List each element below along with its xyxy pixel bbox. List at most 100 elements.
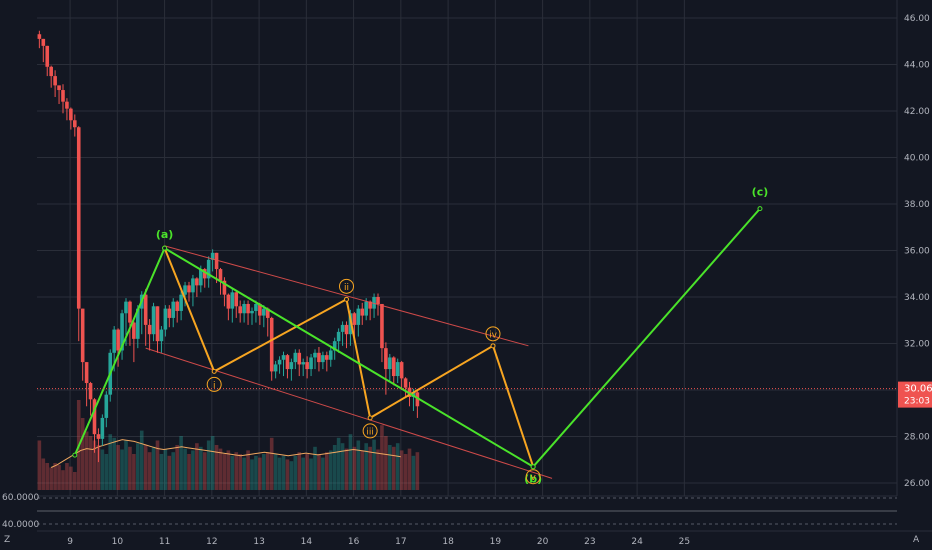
candle-body xyxy=(250,310,254,314)
candle-body xyxy=(254,303,258,311)
candle-body xyxy=(128,301,132,323)
candle-body xyxy=(195,278,199,286)
volume-bar xyxy=(246,450,250,490)
volume-bar xyxy=(69,466,73,490)
candle-body xyxy=(273,364,278,372)
orange-wave-label-ring xyxy=(362,423,378,439)
y-tick-label: 28.00 xyxy=(904,433,930,443)
candle-body xyxy=(305,362,309,370)
volume-bar xyxy=(226,450,231,490)
volume-bar xyxy=(53,463,57,490)
candle-body xyxy=(364,301,368,316)
x-tick-label: 25 xyxy=(679,537,690,547)
volume-bar xyxy=(45,463,50,490)
candle-body xyxy=(171,301,176,318)
green-wave-point[interactable] xyxy=(757,206,763,212)
y-tick-label: 38.00 xyxy=(904,200,930,210)
candle-body xyxy=(120,313,124,351)
x-tick-label: 11 xyxy=(159,537,170,547)
volume-bar xyxy=(183,448,187,490)
candle-body xyxy=(384,348,388,370)
channel-line[interactable] xyxy=(164,245,529,347)
volume-ma xyxy=(50,439,401,468)
candle-body xyxy=(88,383,93,400)
candle-body xyxy=(265,308,270,318)
candle-body xyxy=(167,308,172,318)
volume-bar xyxy=(37,440,42,490)
candle-body xyxy=(360,308,365,316)
orange-wave-label: ii xyxy=(344,283,349,293)
candle-body xyxy=(344,324,349,335)
candle-body xyxy=(238,306,242,314)
volume-bar xyxy=(151,446,156,490)
volume-bar xyxy=(191,450,195,490)
green-wave-point[interactable] xyxy=(530,464,536,470)
x-tick-label: 19 xyxy=(490,537,502,547)
candle-body xyxy=(187,285,191,293)
orange-wave-point[interactable] xyxy=(367,415,373,421)
candle-body xyxy=(155,306,160,342)
volume-bar xyxy=(187,454,191,490)
orange-wave-point[interactable] xyxy=(344,296,350,302)
volume-bar xyxy=(407,448,412,490)
volume-bar xyxy=(317,454,321,490)
volume-bar xyxy=(210,436,215,490)
x-tick-label: 23 xyxy=(584,537,595,547)
green-wave-point[interactable] xyxy=(72,452,78,458)
candle-body xyxy=(269,317,274,372)
candle-body xyxy=(76,127,81,309)
volume-bar xyxy=(230,455,235,490)
volume-bar xyxy=(395,443,400,490)
candle-body xyxy=(132,322,136,339)
candle-body xyxy=(281,355,286,360)
volume-bar xyxy=(277,457,282,490)
volume-bar xyxy=(65,463,69,490)
orange-wave-line[interactable] xyxy=(163,247,535,468)
candle-body xyxy=(376,296,380,304)
volume-bar xyxy=(84,431,89,490)
candle-body xyxy=(368,301,372,309)
candle-body xyxy=(136,308,140,339)
candle-body xyxy=(53,76,57,86)
volume-bar xyxy=(344,448,349,490)
green-wave-point[interactable] xyxy=(162,245,168,251)
green-wave-line[interactable] xyxy=(73,207,761,468)
orange-wave-point[interactable] xyxy=(211,368,217,374)
orange-wave-point[interactable] xyxy=(490,343,496,349)
time-axis[interactable]: 9 10 11 12 13 14 16 17 18 19 20 23 24 25 xyxy=(37,530,932,547)
volume-bar xyxy=(321,457,325,490)
candle-body xyxy=(399,362,404,379)
timezone-marker[interactable]: Z xyxy=(4,535,10,545)
candle-body xyxy=(69,108,73,121)
volume-bar xyxy=(403,454,408,490)
indicator-label-40: 40.0000 xyxy=(2,520,39,530)
candle-body xyxy=(73,120,77,128)
orange-wave-label-ring xyxy=(339,278,355,294)
volume-bar xyxy=(238,454,242,490)
volume-bar xyxy=(364,443,368,490)
candle-body xyxy=(84,362,89,384)
volume-bar xyxy=(222,454,227,490)
candle-body xyxy=(49,66,53,77)
volume-bar xyxy=(415,452,420,490)
volume-bar xyxy=(332,445,337,490)
volume-bar xyxy=(61,470,65,490)
y-tick-label: 44.00 xyxy=(904,60,930,70)
volume-bar xyxy=(104,454,109,490)
axis-auto-button[interactable]: A xyxy=(913,535,920,545)
orange-wave-label: i xyxy=(213,381,216,391)
candle-body xyxy=(143,294,148,325)
volume-bar xyxy=(328,450,333,490)
volume-bar xyxy=(57,464,61,490)
volume-bar xyxy=(368,446,372,490)
volume-bar xyxy=(289,461,294,490)
candle-body xyxy=(340,324,345,332)
candle-body xyxy=(277,359,282,365)
candle-body xyxy=(210,252,215,260)
green-wave-label: (c) xyxy=(752,186,769,199)
y-tick-label: 26.00 xyxy=(904,479,930,489)
